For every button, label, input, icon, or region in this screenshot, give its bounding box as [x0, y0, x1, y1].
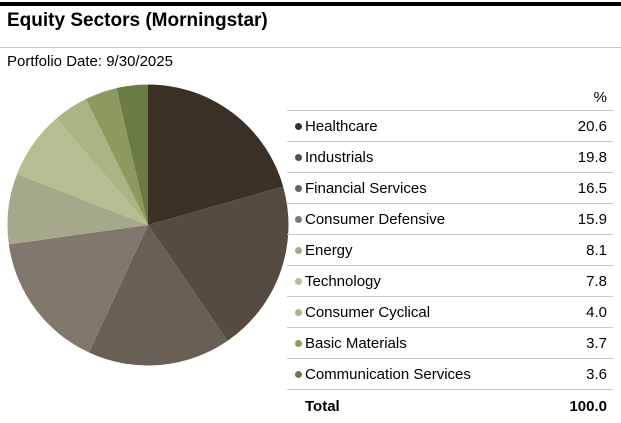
legend-row: Healthcare 20.6 — [287, 111, 613, 142]
legend-value: 15.9 — [577, 210, 607, 228]
portfolio-date-label: Portfolio Date: 9/30/2025 — [7, 53, 173, 70]
legend-rows: Healthcare 20.6 Industrials 19.8 Financial S… — [287, 111, 613, 390]
legend-row: Consumer Defensive 15.9 — [287, 204, 613, 235]
legend-row: Industrials 19.8 — [287, 142, 613, 173]
page-title: Equity Sectors (Morningstar) — [7, 10, 268, 31]
total-value: 100.0 — [569, 398, 607, 415]
legend-color-dot-icon — [295, 370, 302, 378]
pie-slice-consumer-defensive — [8, 225, 149, 353]
legend-value: 3.6 — [586, 365, 607, 383]
pie-slice-energy — [7, 174, 148, 245]
legend-value: 16.5 — [577, 179, 607, 197]
pie-slice-consumer-cyclical — [56, 99, 148, 225]
legend-row: Technology 7.8 — [287, 266, 613, 297]
pie-slice-communication-services — [116, 84, 148, 225]
pie-slice-industrials — [148, 186, 289, 341]
pie-slice-technology — [17, 118, 148, 225]
legend-color-dot-icon — [295, 246, 302, 254]
legend-label: Communication Services — [305, 365, 471, 383]
legend-value: 3.7 — [586, 334, 607, 352]
equity-sectors-pie-chart — [7, 84, 289, 366]
legend-value: 20.6 — [577, 117, 607, 135]
legend-value: 4.0 — [586, 303, 607, 321]
legend-table: % Healthcare 20.6 Industrials 19.8 Financial… — [287, 86, 613, 423]
legend-color-dot-icon — [295, 153, 302, 161]
legend-color-dot-icon — [295, 122, 302, 130]
legend-value: 19.8 — [577, 148, 607, 166]
pie-slice-basic-materials — [85, 88, 148, 225]
legend-label: Industrials — [305, 148, 374, 166]
legend-label: Energy — [305, 241, 353, 259]
total-row: Total 100.0 — [287, 390, 613, 423]
pie-slice-healthcare — [148, 84, 284, 225]
legend-value: 8.1 — [586, 241, 607, 259]
legend-row: Communication Services 3.6 — [287, 359, 613, 390]
legend-row: Energy 8.1 — [287, 235, 613, 266]
title-divider — [0, 47, 621, 48]
legend-percent-header: % — [287, 86, 613, 111]
legend-row: Consumer Cyclical 4.0 — [287, 297, 613, 328]
legend-color-dot-icon — [295, 215, 302, 223]
legend-color-dot-icon — [295, 184, 302, 192]
legend-row: Basic Materials 3.7 — [287, 328, 613, 359]
top-accent-bar — [0, 2, 621, 6]
total-label: Total — [305, 398, 340, 415]
legend-color-dot-icon — [295, 339, 302, 347]
legend-label: Healthcare — [305, 117, 378, 135]
legend-value: 7.8 — [586, 272, 607, 290]
legend-label: Consumer Defensive — [305, 210, 446, 228]
legend-label: Technology — [305, 272, 381, 290]
legend-row: Financial Services 16.5 — [287, 173, 613, 204]
pie-slice-financial-services — [88, 225, 228, 366]
legend-label: Financial Services — [305, 179, 427, 197]
legend-color-dot-icon — [295, 308, 302, 316]
legend-label: Basic Materials — [305, 334, 407, 352]
legend-color-dot-icon — [295, 277, 302, 285]
legend-label: Consumer Cyclical — [305, 303, 431, 321]
